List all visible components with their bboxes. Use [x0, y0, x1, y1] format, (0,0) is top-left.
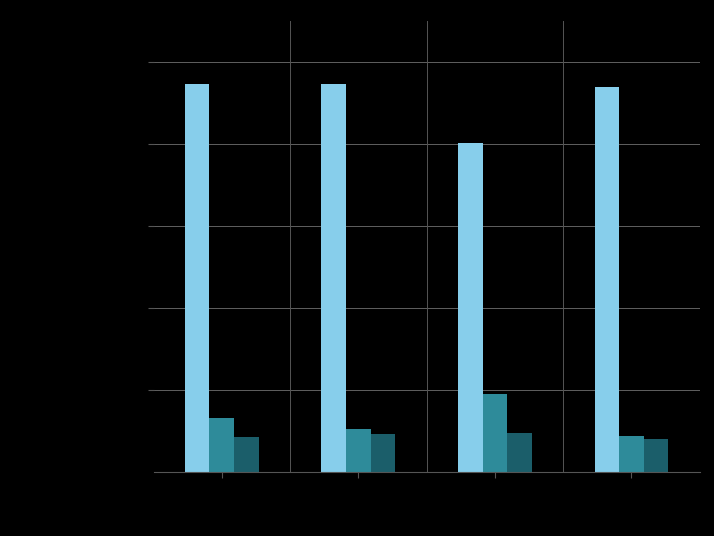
- Bar: [371, 434, 396, 472]
- Bar: [619, 436, 644, 472]
- Bar: [483, 393, 507, 472]
- Bar: [595, 87, 619, 472]
- Bar: [346, 429, 371, 472]
- Bar: [644, 440, 668, 472]
- Bar: [209, 419, 234, 472]
- Bar: [185, 85, 209, 472]
- Bar: [458, 143, 483, 472]
- Bar: [321, 84, 346, 472]
- Bar: [507, 433, 532, 472]
- Bar: [234, 437, 258, 472]
